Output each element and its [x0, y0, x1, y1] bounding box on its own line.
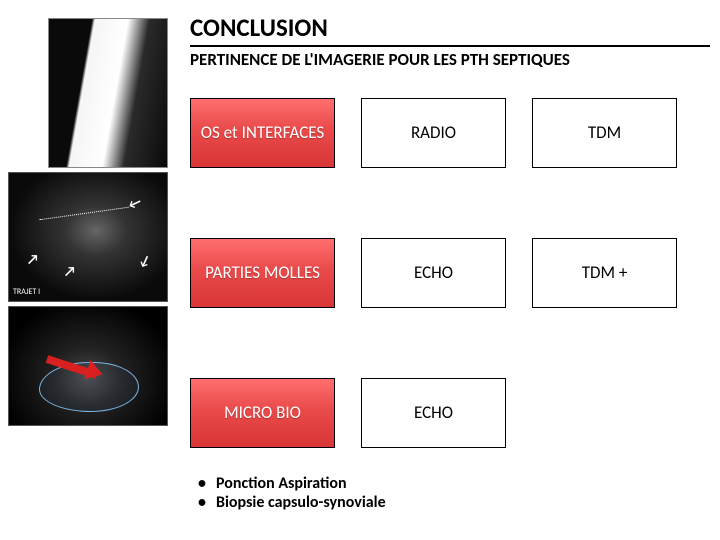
- empty-cell: [532, 378, 677, 448]
- modality-cell: ECHO: [361, 238, 506, 308]
- bullet-list: Ponction Aspiration Biopsie capsulo-syno…: [190, 474, 710, 512]
- modality-cell: TDM: [532, 98, 677, 168]
- ultrasound-thumbnail-1: ↗ ↗ ↗ ↗ TRAJET I: [8, 172, 168, 302]
- category-cell: MICRO BIO: [190, 378, 335, 448]
- list-item: Biopsie capsulo-synoviale: [198, 493, 710, 512]
- page-subtitle: PERTINENCE DE L'IMAGERIE POUR LES PTH SE…: [190, 49, 710, 70]
- modality-cell: TDM +: [532, 238, 677, 308]
- ultrasound-label: TRAJET I: [13, 287, 40, 297]
- imaging-grid: OS et INTERFACES RADIO TDM PARTIES MOLLE…: [190, 98, 710, 448]
- category-cell: OS et INTERFACES: [190, 98, 335, 168]
- page-title: CONCLUSION: [190, 12, 710, 47]
- list-item: Ponction Aspiration: [198, 474, 710, 493]
- content-area: CONCLUSION PERTINENCE DE L'IMAGERIE POUR…: [190, 12, 710, 512]
- modality-cell: RADIO: [361, 98, 506, 168]
- red-arrow-icon: [29, 352, 99, 366]
- xray-thumbnail: [48, 18, 168, 168]
- category-cell: PARTIES MOLLES: [190, 238, 335, 308]
- modality-cell: ECHO: [361, 378, 506, 448]
- medical-image-column: ↗ ↗ ↗ ↗ TRAJET I: [8, 18, 168, 426]
- ultrasound-thumbnail-2: [8, 306, 168, 426]
